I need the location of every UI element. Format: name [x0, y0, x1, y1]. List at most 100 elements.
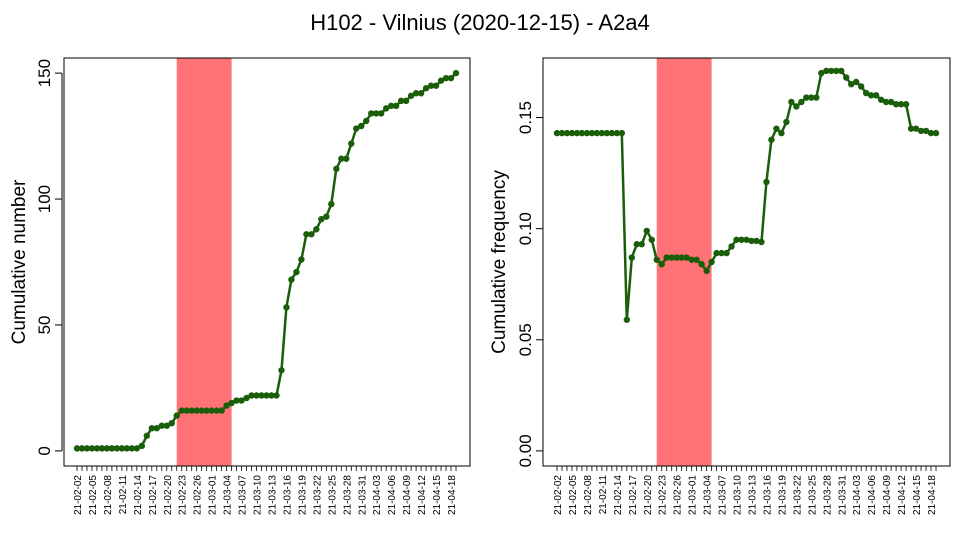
data-point-0-30 — [223, 402, 230, 409]
data-point-1-73 — [917, 127, 925, 135]
data-point-0-13 — [138, 442, 146, 450]
data-point-1-11 — [608, 129, 616, 137]
x-tick-label-1-5: 21-02-17 — [628, 475, 639, 515]
y-tick-label-0-2: 100 — [35, 185, 54, 213]
data-point-1-39 — [748, 237, 755, 245]
data-point-1-0 — [553, 129, 561, 137]
x-tick-label-0-8: 21-02-26 — [193, 475, 204, 515]
x-tick-label-1-3: 21-02-11 — [598, 475, 609, 515]
data-point-0-54 — [343, 155, 350, 162]
data-point-1-30 — [703, 267, 710, 275]
data-point-0-58 — [363, 117, 370, 125]
x-tick-label-1-6: 21-02-20 — [643, 475, 654, 515]
data-point-0-43 — [288, 276, 295, 283]
x-tick-label-0-5: 21-02-17 — [148, 475, 159, 515]
data-point-1-51 — [808, 94, 815, 101]
x-tick-label-0-4: 21-02-14 — [133, 475, 144, 515]
y-tick-label-0-0: 0 — [35, 446, 54, 455]
data-point-0-71 — [427, 82, 435, 89]
data-point-0-17 — [158, 422, 165, 429]
data-point-0-10 — [123, 445, 131, 452]
data-point-0-74 — [442, 74, 450, 82]
data-point-1-31 — [708, 258, 715, 266]
data-point-1-49 — [798, 98, 805, 106]
data-point-1-2 — [563, 129, 571, 137]
x-tick-label-1-8: 21-02-26 — [673, 475, 684, 515]
data-point-0-36 — [253, 392, 260, 399]
data-point-0-24 — [193, 407, 200, 414]
data-point-1-29 — [698, 261, 705, 268]
series-line-0 — [77, 72, 457, 450]
x-tick-label-1-0: 21-02-02 — [553, 475, 564, 515]
data-point-1-16 — [633, 241, 640, 248]
x-tick-label-1-7: 21-02-23 — [658, 475, 669, 515]
data-point-1-27 — [688, 256, 695, 263]
data-point-1-52 — [813, 94, 820, 101]
x-tick-label-0-9: 21-03-01 — [208, 475, 219, 515]
x-tick-label-1-19: 21-03-31 — [837, 475, 848, 515]
data-point-0-14 — [143, 432, 151, 439]
data-point-0-72 — [432, 82, 440, 89]
data-point-0-0 — [73, 445, 81, 452]
y-axis-label-1: Cumulative frequency — [489, 170, 510, 354]
x-tick-label-0-15: 21-03-19 — [297, 475, 308, 515]
x-tick-label-0-10: 21-03-04 — [223, 475, 234, 515]
data-point-1-57 — [838, 67, 845, 75]
x-tick-label-1-16: 21-03-22 — [792, 475, 803, 515]
x-tick-label-1-13: 21-03-13 — [747, 475, 758, 515]
data-point-0-73 — [437, 77, 445, 84]
x-tick-label-1-9: 21-03-01 — [688, 475, 699, 515]
data-point-1-35 — [728, 243, 735, 250]
data-point-1-69 — [897, 101, 905, 108]
data-point-1-53 — [818, 69, 825, 77]
data-point-0-32 — [233, 397, 240, 404]
data-point-0-63 — [387, 102, 395, 110]
data-point-0-33 — [238, 397, 245, 404]
data-point-1-26 — [683, 254, 690, 261]
y-axis-label-0: Cumulative number — [9, 179, 30, 344]
data-point-0-56 — [353, 125, 360, 132]
data-point-0-4 — [93, 445, 101, 452]
data-point-0-42 — [283, 304, 290, 311]
data-point-0-15 — [148, 425, 156, 432]
data-point-1-62 — [862, 89, 870, 97]
x-tick-label-1-24: 21-04-15 — [912, 475, 923, 515]
data-point-1-6 — [583, 129, 591, 137]
y-tick-label-0-1: 50 — [35, 316, 54, 335]
data-point-0-75 — [447, 74, 455, 82]
y-tick-label-1-1: 0.05 — [516, 323, 535, 356]
data-point-0-61 — [377, 110, 385, 117]
data-point-1-44 — [773, 125, 780, 132]
data-point-0-41 — [278, 367, 285, 374]
data-point-0-20 — [173, 412, 180, 419]
data-point-1-67 — [887, 98, 895, 106]
data-point-1-18 — [643, 227, 650, 235]
x-tick-label-1-10: 21-03-04 — [703, 475, 714, 515]
data-point-0-64 — [392, 102, 400, 110]
data-point-0-39 — [268, 392, 275, 399]
data-point-1-37 — [738, 236, 745, 243]
data-point-1-68 — [892, 101, 900, 108]
data-point-0-67 — [407, 92, 415, 99]
data-point-1-63 — [867, 92, 875, 99]
data-point-0-55 — [348, 140, 355, 147]
plot-frame-0 — [63, 57, 471, 467]
data-point-1-3 — [568, 129, 576, 137]
data-point-1-42 — [763, 178, 770, 186]
data-point-1-36 — [733, 236, 740, 243]
data-point-1-12 — [613, 129, 621, 137]
data-point-0-9 — [118, 445, 126, 452]
x-tick-label-0-18: 21-03-28 — [342, 475, 353, 515]
chart-title: H102 - Vilnius (2020-12-15) - A2a4 — [310, 10, 650, 35]
y-tick-label-1-0: 0.00 — [516, 434, 535, 467]
data-point-0-68 — [412, 90, 420, 97]
data-point-0-48 — [313, 226, 320, 233]
data-point-1-7 — [588, 129, 596, 137]
x-tick-label-0-19: 21-03-31 — [357, 475, 368, 515]
data-point-1-45 — [778, 129, 785, 137]
data-point-1-46 — [783, 118, 790, 126]
data-point-1-66 — [882, 98, 890, 106]
data-point-1-14 — [623, 316, 631, 323]
data-point-1-20 — [653, 256, 660, 263]
